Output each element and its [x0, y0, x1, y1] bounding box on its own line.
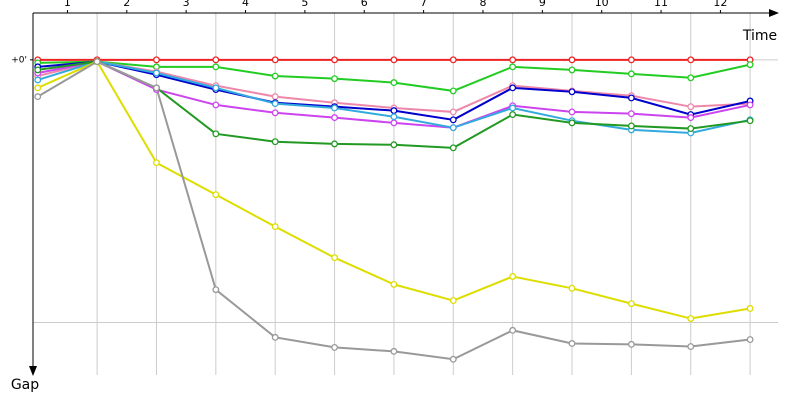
- x-tick-label: 7: [420, 0, 427, 9]
- data-point: [390, 280, 398, 288]
- data-point: [687, 114, 695, 122]
- data-point: [34, 93, 42, 101]
- data-point: [509, 273, 517, 280]
- data-point: [509, 104, 517, 112]
- data-point: [271, 223, 279, 231]
- data-point: [627, 122, 635, 130]
- data-point: [212, 286, 220, 294]
- data-point: [568, 119, 576, 127]
- plot: [34, 56, 754, 363]
- data-point: [212, 84, 220, 92]
- data-point: [390, 56, 398, 64]
- data-point: [390, 113, 398, 121]
- y-tick-label: +0': [11, 55, 27, 65]
- data-point: [627, 94, 635, 102]
- data-point: [687, 74, 695, 82]
- data-point: [687, 315, 695, 322]
- data-point: [568, 108, 576, 116]
- data-point: [271, 109, 279, 117]
- x-tick-label: 3: [183, 0, 190, 9]
- x-tick-label: 12: [713, 0, 727, 9]
- data-point: [390, 119, 398, 127]
- data-point: [271, 93, 279, 101]
- data-point: [153, 84, 160, 92]
- data-point: [34, 66, 42, 74]
- x-tick-label: 10: [595, 0, 609, 9]
- data-point: [568, 284, 576, 292]
- data-point: [331, 114, 339, 122]
- x-tick-label: 6: [361, 0, 368, 9]
- data-point: [449, 124, 457, 132]
- data-point: [449, 355, 457, 363]
- data-point: [271, 138, 279, 146]
- x-axis-label: Time: [742, 28, 777, 44]
- data-point: [449, 56, 457, 64]
- x-tick-label: 11: [654, 0, 668, 9]
- data-point: [746, 117, 754, 125]
- data-point: [568, 66, 576, 74]
- data-point: [390, 107, 398, 115]
- data-point: [746, 101, 754, 109]
- data-point: [627, 70, 635, 78]
- data-point: [271, 56, 279, 64]
- data-point: [212, 130, 220, 138]
- data-point: [509, 111, 517, 119]
- data-point: [212, 56, 220, 64]
- data-point: [390, 347, 398, 355]
- y-axis-label: Gap: [11, 377, 39, 393]
- data-point: [390, 141, 398, 149]
- data-point: [627, 300, 635, 308]
- data-point: [153, 69, 160, 77]
- data-point: [449, 297, 457, 305]
- data-point: [568, 88, 576, 96]
- data-point: [509, 84, 517, 92]
- data-point: [331, 254, 339, 262]
- grid: 1 2 3 4 5 6 7 8 9 10 11 12+0': [11, 0, 778, 375]
- data-point: [271, 333, 279, 341]
- data-point: [627, 56, 635, 64]
- data-point: [449, 144, 457, 152]
- data-point: [34, 84, 42, 92]
- data-point: [271, 72, 279, 80]
- data-point: [509, 326, 517, 334]
- data-point: [746, 336, 754, 343]
- data-point: [390, 79, 398, 87]
- data-point: [509, 63, 517, 71]
- data-point: [687, 125, 695, 133]
- data-point: [687, 56, 695, 64]
- data-point: [449, 116, 457, 124]
- data-point: [331, 104, 339, 112]
- x-tick-label: 9: [539, 0, 546, 9]
- data-point: [34, 76, 42, 84]
- data-point: [746, 305, 754, 312]
- data-point: [509, 56, 517, 64]
- data-point: [331, 75, 339, 83]
- data-point: [449, 87, 457, 95]
- data-point: [331, 56, 339, 64]
- data-point: [746, 61, 754, 69]
- data-point: [687, 343, 695, 350]
- x-tick-label: 4: [242, 0, 249, 9]
- data-point: [568, 340, 576, 347]
- data-point: [93, 58, 101, 66]
- x-tick-label: 8: [479, 0, 486, 9]
- data-point: [271, 100, 279, 108]
- data-point: [568, 56, 576, 64]
- data-point: [212, 191, 220, 199]
- x-tick-label: 2: [123, 0, 130, 9]
- x-tick-label: 1: [64, 0, 71, 9]
- x-tick-label: 5: [301, 0, 308, 9]
- data-point: [212, 101, 220, 109]
- data-point: [153, 159, 160, 167]
- data-point: [449, 108, 457, 116]
- data-point: [627, 110, 635, 118]
- data-point: [331, 343, 339, 351]
- data-point: [627, 340, 635, 348]
- data-point: [212, 63, 220, 71]
- data-point: [331, 140, 339, 148]
- data-point: [153, 56, 160, 64]
- data-point: [687, 103, 695, 111]
